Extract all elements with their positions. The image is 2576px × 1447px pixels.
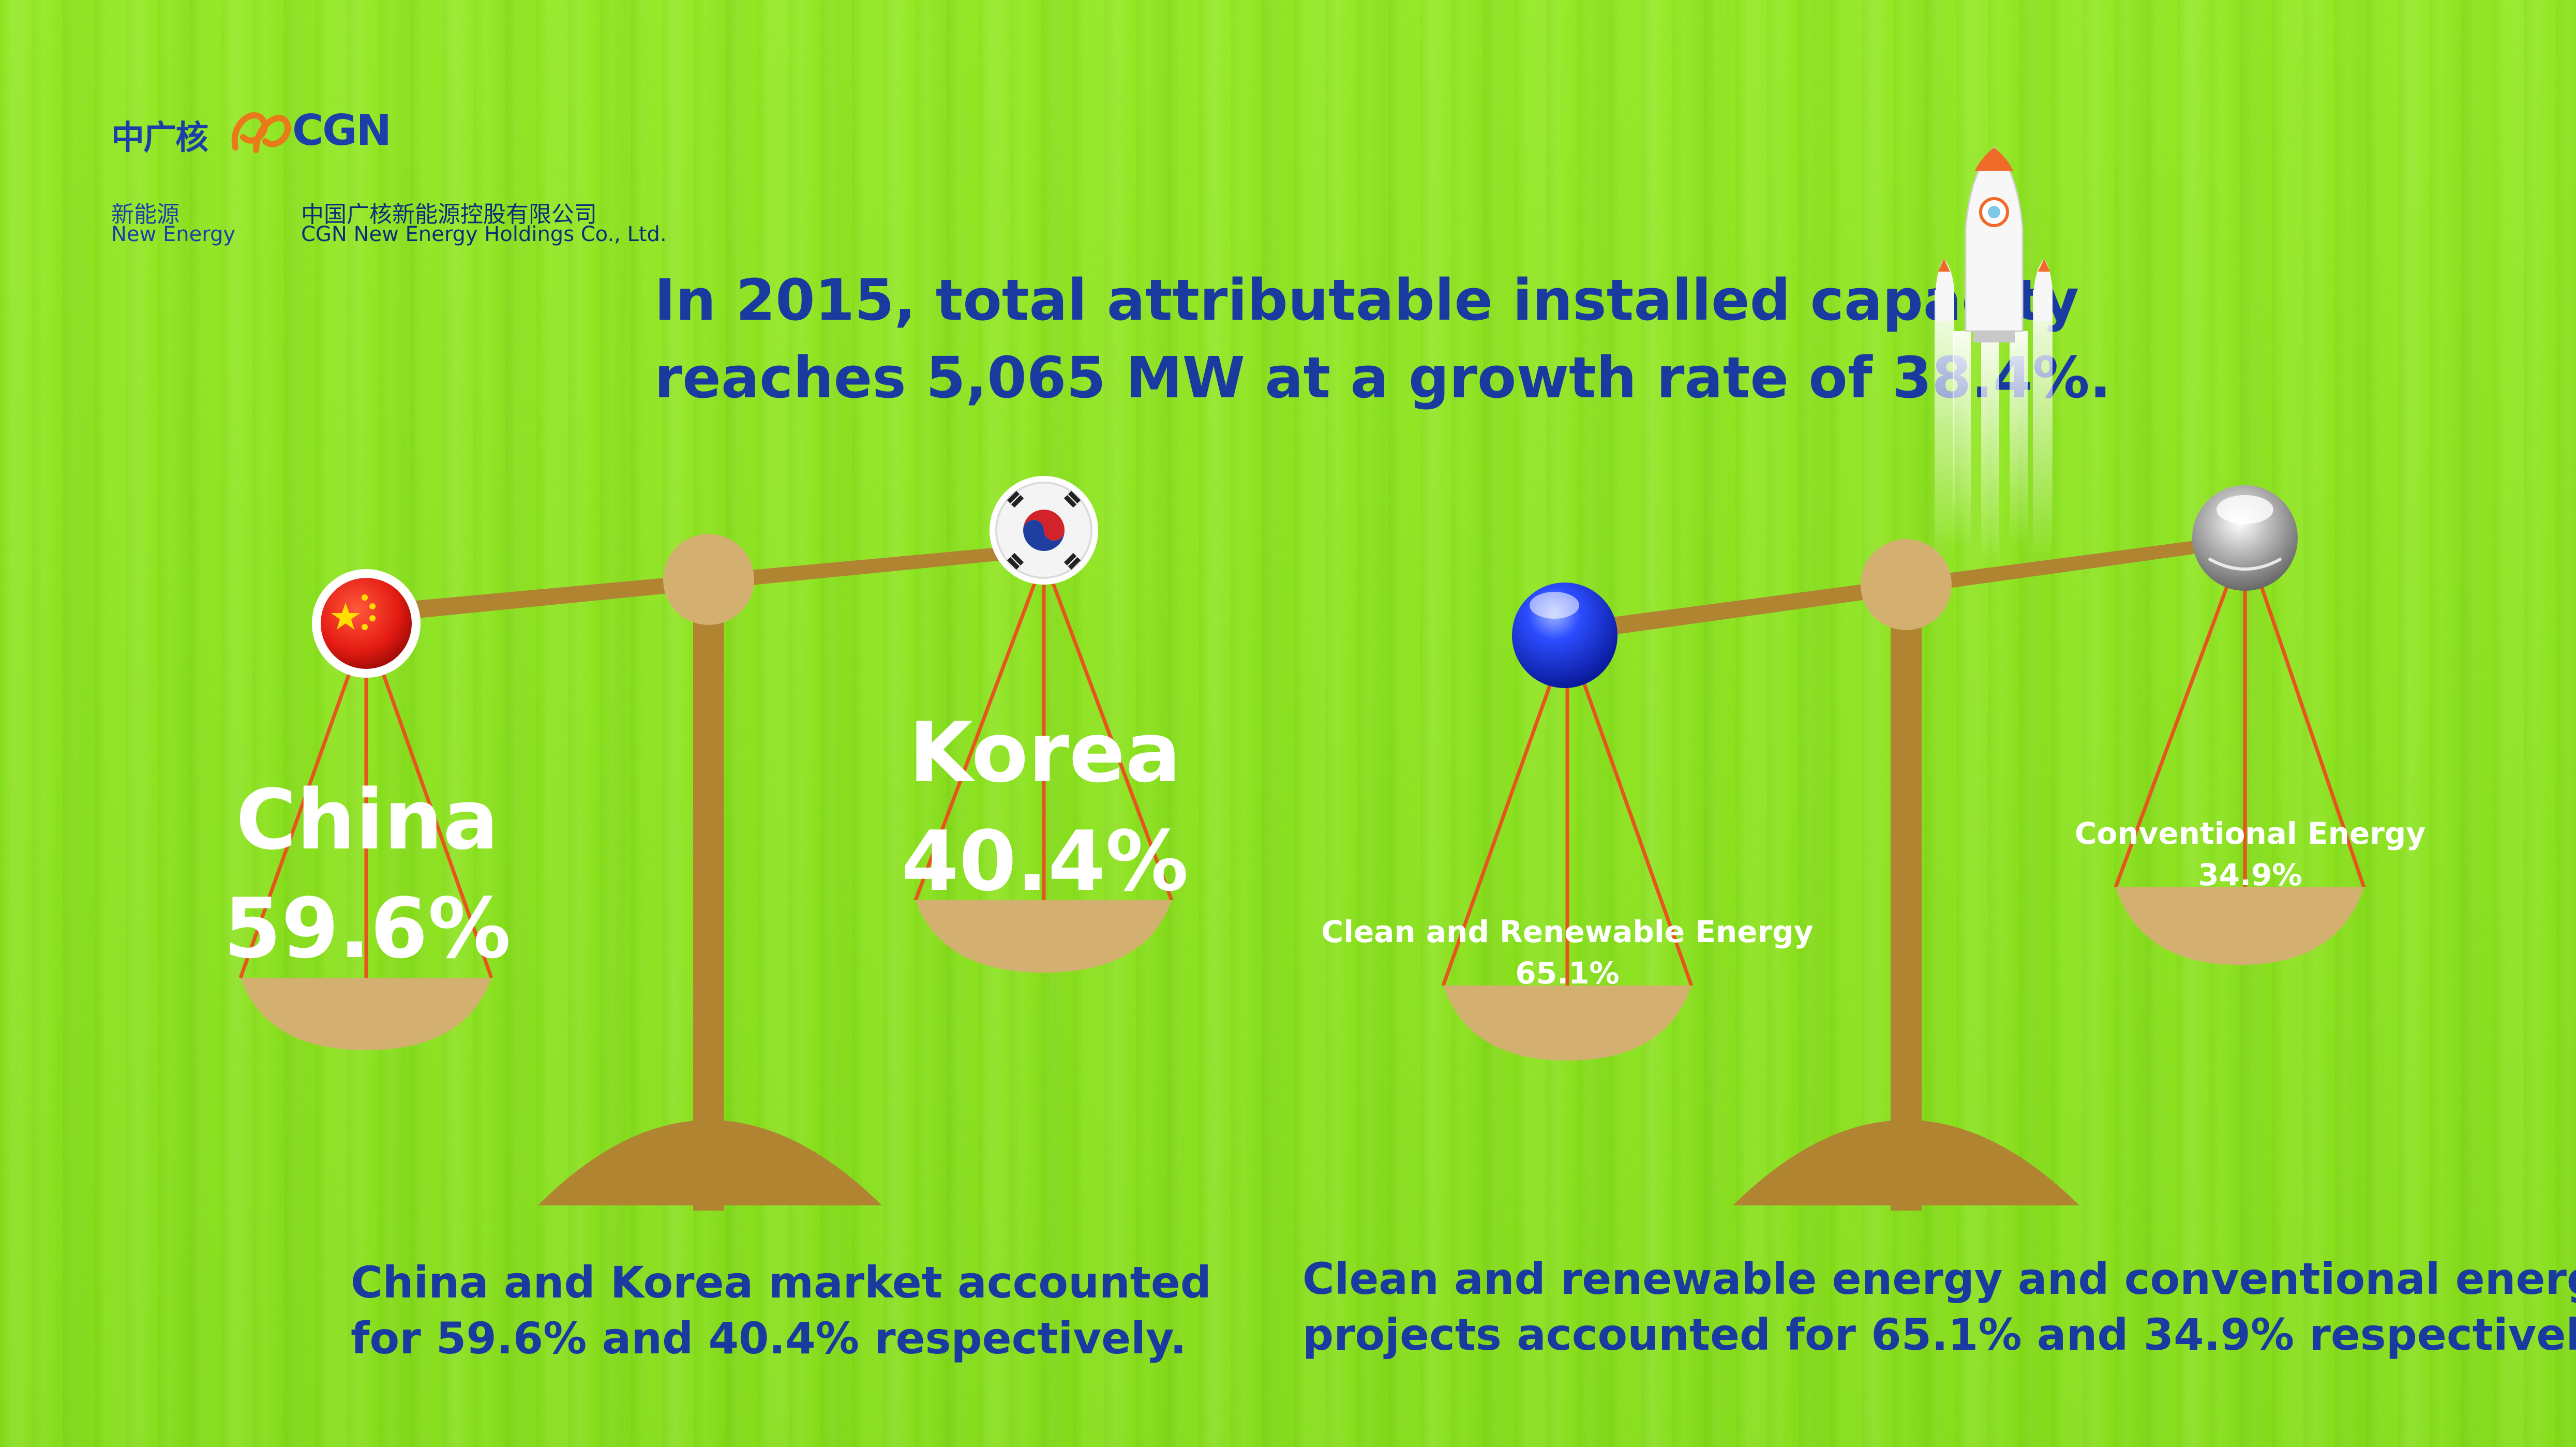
clean-energy-label: Clean and Renewable Energy [1321, 914, 1814, 949]
logo-chinese-text: 中广核 [111, 119, 208, 157]
right-caption: Clean and renewable energy and conventio… [1302, 1251, 2576, 1363]
china-label: China [235, 771, 499, 868]
headline-line-1: In 2015, total attributable installed ca… [654, 267, 2079, 333]
china-pan [241, 978, 491, 1050]
left-pan-strings [238, 625, 493, 979]
clean-energy-value: 65.1% [1515, 956, 1620, 991]
blue-sphere-icon [1512, 583, 1618, 688]
silver-sphere-icon [2192, 485, 2298, 591]
logo-english-text: CGN [292, 106, 392, 155]
right-scale-pivot [1861, 539, 1952, 630]
company-chinese: 中国广核新能源控股有限公司 [301, 201, 597, 228]
conventional-energy-value: 34.9% [2198, 857, 2302, 892]
rocket-icon [1935, 146, 2053, 569]
clean-pan-strings [1441, 635, 1694, 987]
right-pan-strings [913, 558, 1174, 901]
division-english: New Energy [111, 222, 235, 246]
headline-line-2: reaches 5,065 MW at a growth rate of 38.… [654, 345, 2111, 411]
division-chinese: 新能源 [111, 201, 179, 228]
left-scale [238, 476, 1174, 1211]
left-scale-pivot [663, 534, 754, 625]
left-caption-line-2: for 59.6% and 40.4% respectively. [351, 1313, 1187, 1364]
korea-value: 40.4% [901, 813, 1189, 909]
headline: In 2015, total attributable installed ca… [654, 261, 2111, 416]
korea-pan [916, 900, 1172, 973]
conventional-pan-strings [2114, 537, 2366, 888]
left-scale-post [693, 574, 724, 1211]
left-caption: China and Korea market accounted for 59.… [351, 1255, 1211, 1366]
korea-label: Korea [908, 704, 1181, 801]
cgn-logo-mark-icon [231, 112, 291, 153]
right-scale [1441, 485, 2366, 1211]
right-caption-line-1: Clean and renewable energy and conventio… [1302, 1254, 2576, 1304]
right-caption-line-2: projects accounted for 65.1% and 34.9% r… [1302, 1309, 2576, 1360]
conventional-energy-label: Conventional Energy [2074, 816, 2426, 851]
right-scale-post [1891, 579, 1922, 1211]
conventional-pan [2116, 887, 2364, 965]
clean-pan [1443, 986, 1691, 1061]
company-english: CGN New Energy Holdings Co., Ltd. [301, 222, 667, 246]
china-flag-icon [312, 569, 421, 678]
china-value: 59.6% [223, 880, 511, 977]
left-caption-line-1: China and Korea market accounted [351, 1257, 1211, 1308]
korea-flag-icon [990, 476, 1098, 585]
